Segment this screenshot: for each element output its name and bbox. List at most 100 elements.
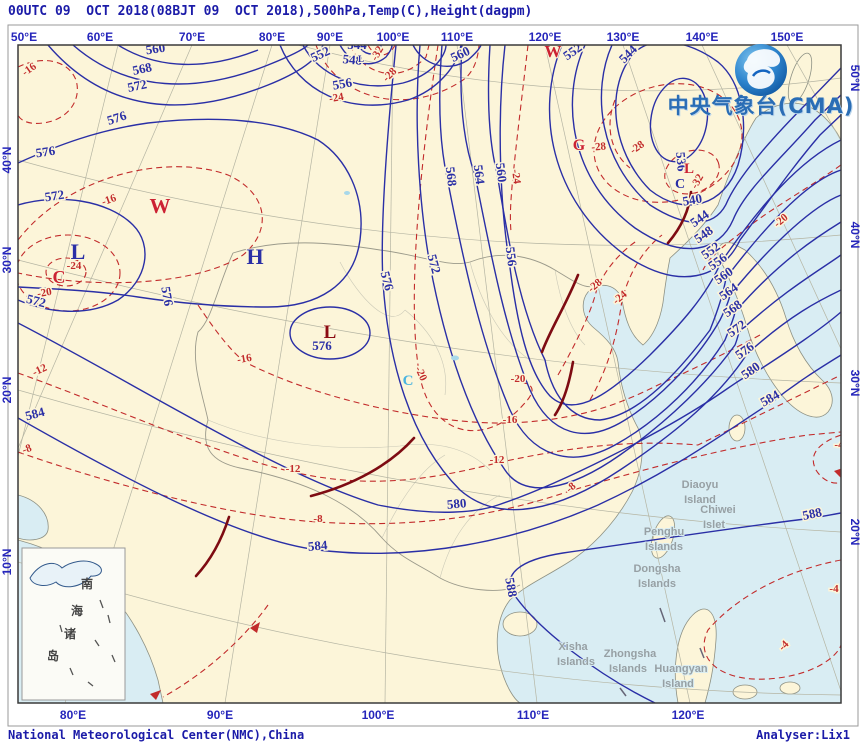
pressure-system-letter: L	[684, 161, 694, 177]
latitude-label-right: 40°N	[848, 222, 860, 249]
temp-label: -28	[591, 140, 607, 153]
pressure-system-letter: C	[53, 267, 66, 287]
latitude-label-right: 20°N	[848, 519, 860, 546]
cma-logo-swirl-detail	[751, 69, 771, 77]
trough-lines	[194, 190, 693, 578]
footer-agency: National Meteorological Center(NMC),Chin…	[8, 728, 305, 742]
temp-contour	[18, 372, 841, 482]
hainan-island	[502, 611, 538, 637]
temp-contour	[18, 431, 841, 525]
axis-right: 50°N 40°N 30°N 20°N	[848, 65, 860, 546]
temp-contour	[413, 45, 533, 432]
pressure-system-letter: G	[573, 137, 586, 154]
kyushu-island	[728, 414, 746, 442]
trough-line	[553, 360, 575, 417]
island-name-label: Xisha	[558, 641, 588, 653]
temp-label: -12	[286, 463, 301, 475]
longitude-label-top: 120°E	[529, 30, 562, 44]
trough-line	[540, 273, 580, 354]
height-contours	[18, 45, 841, 703]
temp-contour	[18, 166, 263, 284]
temp-contour	[593, 83, 743, 203]
height-label: 568	[443, 166, 460, 188]
island-name-label: Islands	[638, 578, 676, 590]
height-label: 560	[145, 40, 166, 58]
axis-left: 40°N 30°N 20°N 10°N	[0, 147, 14, 576]
temp-label: -24	[509, 169, 523, 186]
latitude-label-left: 20°N	[0, 377, 14, 404]
map-details	[344, 191, 705, 697]
height-label: 572	[126, 76, 148, 95]
height-contour	[72, 45, 309, 85]
height-label: 548	[342, 51, 363, 68]
temp-label: -24	[67, 260, 82, 272]
island-name-label: Island	[684, 494, 716, 506]
temp-label: -4	[834, 439, 844, 451]
temp-contour	[197, 304, 761, 424]
pressure-system-letter: L	[324, 322, 337, 343]
temp-contour	[162, 604, 269, 698]
temp-contour	[703, 559, 841, 680]
temp-contour	[589, 234, 663, 401]
cma-logo	[735, 44, 787, 96]
height-label: 584	[23, 404, 46, 424]
height-contour	[412, 45, 482, 68]
sea-areas	[18, 52, 841, 703]
island-name-label: Chiwei	[700, 504, 735, 516]
cma-logo-swirl	[743, 49, 781, 89]
height-label: 572	[25, 291, 48, 311]
height-label: 556	[331, 74, 353, 92]
shear-line-arrows	[150, 468, 841, 700]
height-contour	[439, 45, 841, 458]
temp-label: -8	[313, 513, 323, 525]
height-contour	[279, 45, 462, 106]
inset-title-char: 南	[81, 576, 93, 591]
latitude-label-left: 40°N	[0, 147, 14, 174]
temperature-contours	[18, 45, 841, 698]
latitude-label-right: 50°N	[848, 65, 860, 92]
height-label: 556	[503, 246, 520, 268]
islet-marks	[619, 607, 705, 697]
temp-label: -20	[511, 373, 526, 385]
island-name-label: Dongsha	[633, 563, 681, 575]
temp-contour	[349, 45, 430, 74]
inset-islets	[59, 599, 116, 687]
longitude-label-top: 90°E	[317, 30, 343, 44]
longitude-label-bottom: 120°E	[672, 708, 705, 722]
height-contour	[600, 45, 841, 223]
longitude-label-top: 100°E	[377, 30, 410, 44]
temp-contour	[367, 45, 396, 56]
height-contour	[47, 45, 324, 106]
island-name-label: Islands	[609, 663, 647, 675]
height-label: 580	[446, 495, 467, 512]
height-label: 544	[347, 37, 367, 52]
longitude-label-bottom: 80°E	[60, 708, 86, 722]
sakhalin-island	[787, 52, 813, 104]
cma-logo-text: 中央气象台(CMA)	[667, 94, 855, 118]
graticule	[18, 45, 841, 703]
height-contour	[571, 45, 841, 250]
height-contour	[117, 45, 259, 66]
pressure-system-letter: L	[71, 239, 86, 264]
longitude-label-top: 150°E	[771, 30, 804, 44]
temp-contour	[509, 45, 529, 233]
longitude-label-top: 70°E	[179, 30, 205, 44]
temp-contour	[18, 60, 78, 124]
pressure-system-letter: W	[150, 194, 171, 218]
height-label: 576	[158, 285, 176, 307]
luzon-island	[674, 608, 717, 703]
lake	[451, 355, 459, 361]
island-small	[779, 681, 801, 695]
longitude-label-top: 130°E	[607, 30, 640, 44]
pressure-system-letter: W	[545, 42, 562, 61]
height-label: 560	[493, 162, 510, 183]
height-contour	[18, 354, 841, 554]
temp-label: -20	[36, 286, 53, 300]
island-name-label: Penghu	[644, 526, 684, 538]
temp-contour	[664, 149, 720, 195]
height-contour	[18, 118, 362, 308]
pressure-system-letter: L	[358, 54, 364, 64]
chart-title: 00UTC 09 OCT 2018(08BJT 09 OCT 2018),500…	[8, 4, 533, 19]
